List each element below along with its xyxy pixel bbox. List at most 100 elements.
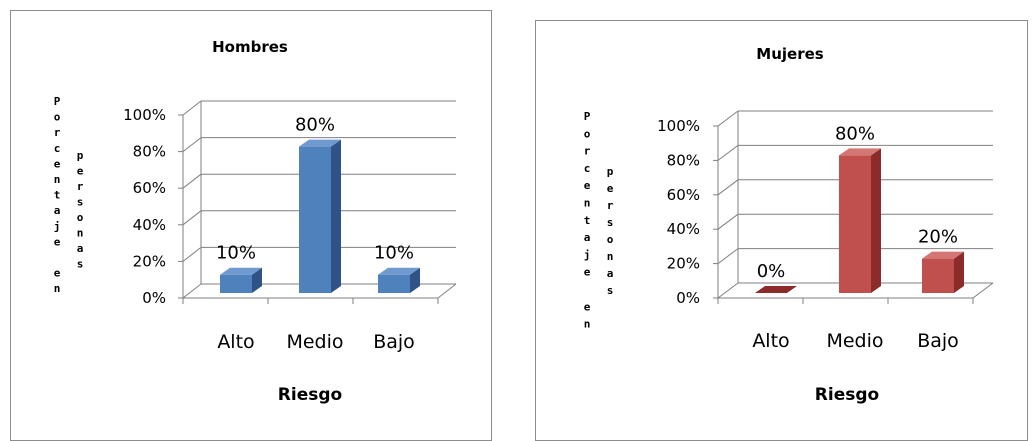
chart1-title: Hombres (212, 38, 288, 56)
chart2-ytick-label: 0% (676, 289, 700, 307)
chart2-yaxis-title-char: o (584, 127, 591, 140)
chart2-grid-diag (717, 144, 739, 161)
chart2-ytick-label: 20% (667, 255, 700, 273)
chart1-yaxis-title-char: P (54, 95, 61, 108)
chart1-bar-alto (220, 274, 252, 293)
chart1-bar-medio (299, 146, 331, 293)
chart1-data-label: 10% (216, 243, 256, 264)
chart2-yaxis-title2-char: n (607, 250, 614, 263)
chart2-bar-medio (839, 155, 871, 293)
chart1-yaxis-title2-char: s (77, 258, 84, 271)
chart1-yaxis-title-char: t (54, 189, 61, 202)
chart1-yaxis-title-char: o (54, 111, 61, 124)
chart1-grid-diag (182, 173, 202, 189)
chart1-floor-edge (437, 283, 457, 299)
chart2-yaxis-title-char: t (584, 214, 591, 227)
chart2-grid-diag (717, 179, 739, 196)
chart1-ytick-label: 20% (133, 252, 166, 270)
chart1-yaxis-title2-char: s (77, 196, 84, 209)
chart1-category-label: Bajo (373, 331, 415, 353)
chart1-yaxis-title-char: a (54, 204, 61, 217)
chart2-category-label: Bajo (917, 330, 959, 352)
chart2-yaxis-title2-char: s (607, 284, 614, 297)
chart2-bar-side (954, 251, 964, 293)
chart2-ytick-label: 100% (657, 117, 700, 135)
chart2-category-label: Alto (752, 330, 789, 352)
chart1-ytick-label: 0% (142, 289, 166, 307)
chart1-bar-side (252, 267, 262, 293)
chart1-grid-diag (182, 137, 202, 152)
chart1-data-label: 10% (374, 243, 414, 264)
chart2-yaxis-title-char: r (584, 145, 591, 158)
chart1-bar-side (410, 267, 420, 293)
chart1-yaxis-title2-char: n (77, 227, 84, 240)
chart1-yaxis-title-char: c (54, 142, 61, 155)
chart1-ytick-label: 100% (123, 106, 166, 124)
chart2-data-label: 0% (757, 261, 786, 282)
chart2-bar-top (755, 286, 797, 293)
chart1-xaxis-title: Riesgo (278, 385, 342, 405)
chart1-data-label: 80% (295, 115, 335, 136)
chart1-category-label: Medio (286, 331, 343, 353)
chart2-yaxis-title-char: e (584, 300, 591, 313)
chart1-yaxis-title-char: n (54, 282, 61, 295)
chart1-ytick-label: 60% (133, 179, 166, 197)
chart2-ytick-label: 80% (667, 151, 700, 169)
chart2-bar-bajo (922, 258, 954, 293)
chart2-yaxis-title-char: e (584, 266, 591, 279)
chart2-grid-diag (717, 282, 739, 299)
chart1-yaxis-title2-char: p (77, 149, 84, 162)
chart2-title: Mujeres (756, 45, 823, 63)
chart1-bar-side (331, 139, 341, 293)
chart2-yaxis-title2-char: p (607, 165, 614, 178)
chart2-yaxis-title2-char: a (607, 267, 614, 280)
chart2-bar-top (839, 148, 881, 156)
chart2-ytick-label: 40% (667, 220, 700, 238)
chart2-grid-diag (717, 110, 739, 127)
chart1-category-label: Alto (217, 331, 254, 353)
chart1-yaxis-title-char: n (54, 173, 61, 186)
chart2-yaxis-title-char: n (584, 197, 591, 210)
chart1-yaxis-title-char: e (54, 235, 61, 248)
chart2-yaxis-title2-char: r (607, 199, 614, 212)
chart2-yaxis-title-char: e (584, 179, 591, 192)
chart2-data-label: 80% (835, 123, 875, 144)
chart1-bar-top (378, 267, 420, 275)
chart1-grid-diag (182, 100, 202, 116)
chart2-yaxis-title-char: c (584, 162, 591, 175)
chart2-yaxis-title-char: a (584, 231, 591, 244)
chart1-yaxis-title-char: e (54, 267, 61, 280)
chart2-xaxis-title: Riesgo (815, 385, 879, 405)
chart1-ytick-label: 80% (133, 143, 166, 161)
chart1-ytick-label: 40% (133, 216, 166, 234)
chart-panel-hombres (10, 10, 492, 441)
chart1-yaxis-title2-char: e (77, 165, 84, 178)
chart2-category-label: Medio (826, 330, 883, 352)
chart2-floor-edge (972, 282, 994, 299)
chart1-grid-diag (182, 210, 202, 226)
chart1-yaxis-title2-char: a (77, 242, 84, 255)
chart2-yaxis-title-char: P (584, 110, 591, 123)
chart2-data-label: 20% (918, 227, 958, 248)
chart2-yaxis-title-char: j (584, 248, 591, 261)
chart2-yaxis-title2-char: e (607, 182, 614, 195)
chart1-bar-top (220, 267, 262, 275)
chart2-grid-diag (717, 213, 739, 230)
chart2-yaxis-title2-char: s (607, 216, 614, 229)
chart2-bar-top (922, 251, 964, 259)
chart2-ytick-label: 60% (667, 186, 700, 204)
chart2-yaxis-title-char: n (584, 318, 591, 331)
chart1-bar-bajo (378, 274, 410, 293)
chart1-grid-diag (182, 247, 202, 262)
chart1-yaxis-title-char: e (54, 157, 61, 170)
chart1-yaxis-title2-char: r (77, 180, 84, 193)
chart1-grid-diag (182, 283, 202, 299)
chart-panel-mujeres (535, 20, 1028, 441)
chart1-yaxis-title-char: r (54, 126, 61, 139)
chart2-bar-side (871, 148, 881, 293)
chart1-bar-top (299, 139, 341, 147)
chart1-yaxis-title2-char: o (77, 211, 84, 224)
chart2-grid-diag (717, 248, 739, 265)
chart2-yaxis-title2-char: o (607, 233, 614, 246)
